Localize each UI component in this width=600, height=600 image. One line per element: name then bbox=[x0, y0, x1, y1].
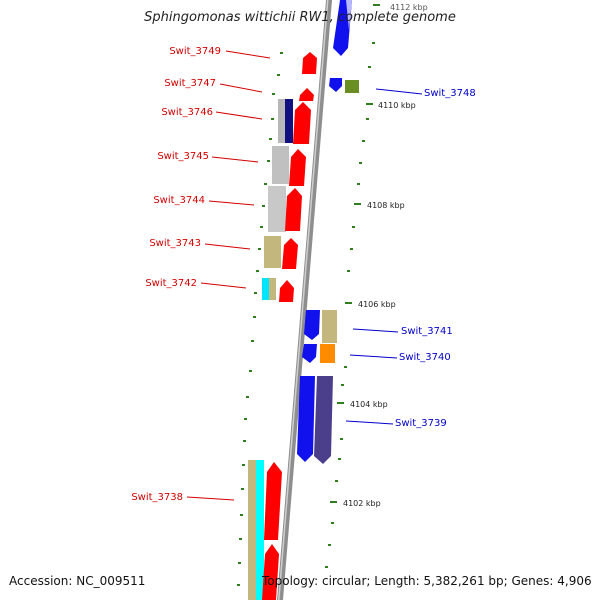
gene-label-swit-3742[interactable]: Swit_3742 bbox=[145, 278, 197, 289]
gene-block-swit-3738-tan bbox=[248, 460, 256, 600]
gene-block-swit-3741 bbox=[322, 310, 337, 343]
scale-tick bbox=[337, 402, 344, 404]
gene-arrow-swit-3738-lower bbox=[262, 544, 279, 600]
gene-arrow-swit-3744 bbox=[285, 188, 302, 231]
gene-arrow-swit-3749 bbox=[302, 52, 317, 74]
scale-tick bbox=[354, 203, 361, 205]
gene-block-swit-3742-tan bbox=[269, 278, 276, 300]
scale-label-4110: 4110 kbp bbox=[378, 101, 416, 110]
gene-arrow-swit-3748-blue bbox=[329, 78, 342, 92]
gene-label-swit-3748[interactable]: Swit_3748 bbox=[424, 88, 476, 99]
gene-label-swit-3747[interactable]: Swit_3747 bbox=[164, 78, 216, 89]
scale-label-4104: 4104 kbp bbox=[350, 400, 388, 409]
gene-arrow-top-highlight bbox=[346, 0, 352, 30]
gene-label-swit-3745[interactable]: Swit_3745 bbox=[157, 151, 209, 162]
scale-label-4108: 4108 kbp bbox=[367, 201, 405, 210]
gene-label-swit-3744[interactable]: Swit_3744 bbox=[153, 195, 205, 206]
gene-block-swit-3738-cyan bbox=[256, 460, 264, 600]
gene-arrow-swit-3741 bbox=[304, 310, 320, 340]
gene-block-swit-3740 bbox=[320, 344, 335, 363]
reverse-strand-genes bbox=[297, 0, 359, 464]
genome-title: Sphingomonas wittichii RW1, complete gen… bbox=[144, 10, 456, 25]
forward-gene-labels: Swit_3749 Swit_3747 Swit_3746 Swit_3745 … bbox=[131, 46, 221, 503]
gene-label-swit-3738[interactable]: Swit_3738 bbox=[131, 492, 183, 503]
gene-arrow-swit-3739 bbox=[314, 376, 333, 464]
guide-track-right bbox=[325, 42, 375, 568]
gene-label-swit-3746[interactable]: Swit_3746 bbox=[161, 107, 213, 118]
gene-block-swit-3746-navy bbox=[285, 99, 293, 143]
gene-block-swit-3742-cyan bbox=[262, 278, 269, 300]
gene-label-swit-3741[interactable]: Swit_3741 bbox=[401, 326, 453, 337]
scale-axis: 4112 kbp 4110 kbp 4108 kbp 4106 kbp 4104… bbox=[330, 3, 428, 508]
gene-label-swit-3740[interactable]: Swit_3740 bbox=[399, 352, 451, 363]
gene-arrow-swit-3746 bbox=[293, 102, 311, 144]
gene-block-swit-3745 bbox=[272, 146, 289, 184]
leader-lines bbox=[186, 50, 423, 501]
gene-arrow-swit-3742 bbox=[279, 280, 294, 302]
gene-arrow-swit-3747 bbox=[299, 88, 314, 101]
scale-tick bbox=[373, 4, 380, 6]
scale-label-4106: 4106 kbp bbox=[358, 300, 396, 309]
gene-block-swit-3744 bbox=[268, 186, 286, 232]
genome-summary: Topology: circular; Length: 5,382,261 bp… bbox=[262, 574, 592, 588]
gene-block-swit-3748 bbox=[345, 80, 359, 93]
scale-tick bbox=[345, 302, 352, 304]
gene-label-swit-3743[interactable]: Swit_3743 bbox=[149, 238, 201, 249]
scale-label-4112: 4112 kbp bbox=[390, 3, 428, 12]
forward-strand-genes bbox=[248, 52, 317, 600]
gene-label-swit-3749[interactable]: Swit_3749 bbox=[169, 46, 221, 57]
gene-arrow-swit-3738 bbox=[264, 462, 282, 540]
gene-arrow-swit-3745 bbox=[289, 149, 306, 186]
gene-arrow-top bbox=[333, 0, 352, 56]
accession-text: Accession: NC_009511 bbox=[9, 574, 146, 588]
gene-block-swit-3743 bbox=[264, 236, 281, 268]
gene-block-swit-3746-gray bbox=[278, 99, 286, 143]
gene-arrow-swit-3740-blue bbox=[302, 344, 317, 363]
scale-tick bbox=[366, 103, 373, 105]
guide-track-left bbox=[237, 52, 283, 586]
gene-arrow-swit-3739-blue bbox=[297, 376, 315, 462]
genome-backbone-highlight bbox=[278, 0, 329, 600]
scale-label-4102: 4102 kbp bbox=[343, 499, 381, 508]
gene-arrow-swit-3743 bbox=[282, 238, 298, 269]
gene-label-swit-3739[interactable]: Swit_3739 bbox=[395, 418, 447, 429]
reverse-gene-labels: Swit_3748 Swit_3741 Swit_3740 Swit_3739 bbox=[395, 88, 476, 429]
scale-tick bbox=[330, 501, 337, 503]
